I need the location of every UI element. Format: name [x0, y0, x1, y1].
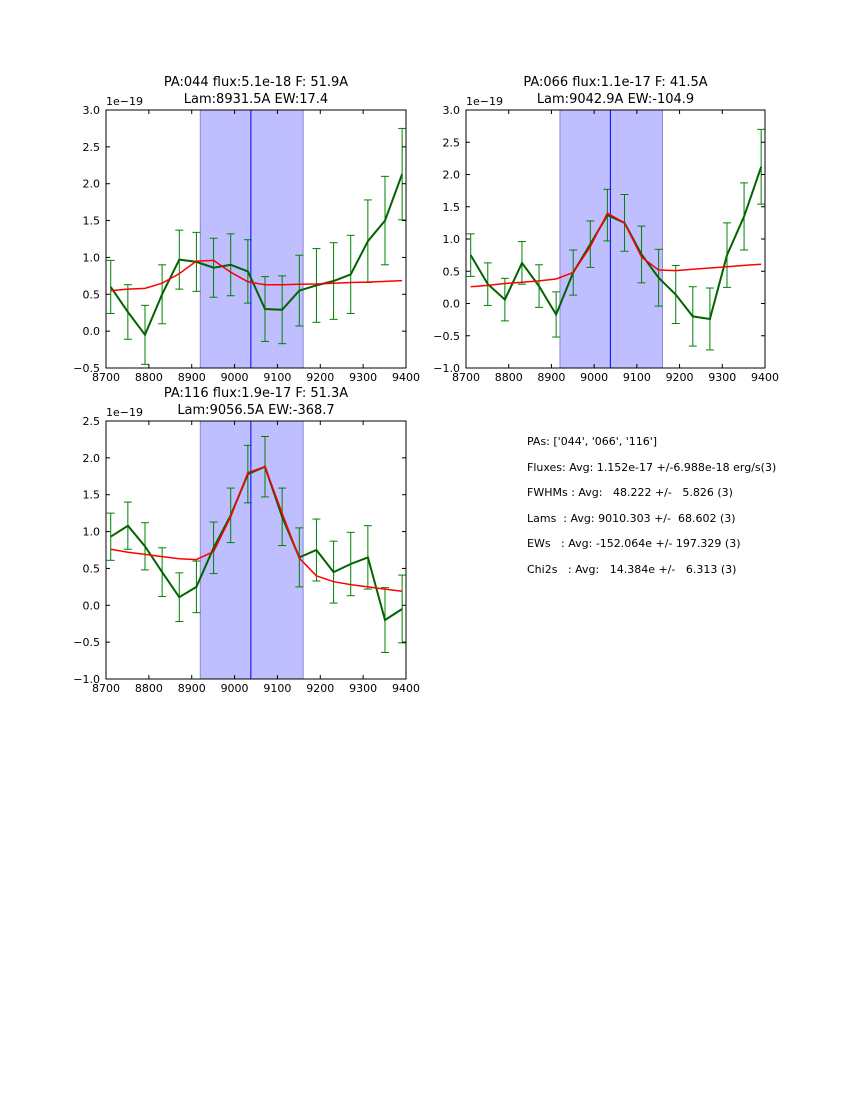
series-fit — [110, 465, 403, 593]
x-tick-label: 9400 — [392, 371, 420, 384]
stats-chi2s: Chi2s : Avg: 14.384e +/- 6.313 (3) — [527, 562, 737, 576]
series-fit — [110, 259, 403, 292]
x-tick-label: 9300 — [349, 371, 377, 384]
x-tick-label: 9200 — [306, 371, 334, 384]
y-tick-label: 2.0 — [83, 178, 101, 191]
y-tick-label: 2.5 — [83, 415, 101, 428]
x-tick-label: 8700 — [92, 371, 120, 384]
chart-title-line: PA:116 flux:1.9e-17 F: 51.3A — [164, 386, 348, 401]
chart-title-line: Lam:9056.5A EW:-368.7 — [177, 403, 334, 418]
x-tick-label: 8800 — [135, 371, 163, 384]
y-tick-label: 0.5 — [443, 265, 461, 278]
y-tick-label: 3.0 — [443, 104, 461, 117]
y-tick-label: 0.5 — [83, 288, 101, 301]
x-tick-label: 9100 — [263, 371, 291, 384]
y-tick-label: 2.0 — [443, 169, 461, 182]
y-tick-label: −0.5 — [433, 330, 460, 343]
axes-frame — [105, 420, 407, 680]
stats-panel: PAs: ['044', '066', '116'] Fluxes: Avg: … — [527, 435, 776, 588]
y-offset-label: 1e−19 — [466, 95, 503, 108]
error-bar — [106, 512, 115, 561]
x-tick-label: 9200 — [666, 371, 694, 384]
y-offset-label: 1e−19 — [106, 406, 143, 419]
stats-pas: PAs: ['044', '066', '116'] — [527, 435, 658, 448]
chart-title-line: Lam:9042.9A EW:-104.9 — [537, 92, 694, 107]
series-data — [109, 173, 404, 337]
chart-panel-1: 8700 8800 8900 9000 9100 9200 9300 9400 −0.5 0.0 0… — [73, 75, 420, 384]
y-tick-label: 0.5 — [83, 562, 101, 575]
wavelength-band — [199, 420, 304, 680]
stats-fluxes: Fluxes: Avg: 1.152e-17 +/-6.988e-18 erg/… — [527, 460, 777, 474]
wavelength-band — [199, 109, 304, 369]
series-fit — [470, 212, 762, 288]
y-tick-label: 1.5 — [443, 201, 461, 214]
x-tick-label: 9000 — [221, 371, 249, 384]
axes-frame — [105, 109, 407, 369]
stats-fwhms: FWHMs : Avg: 48.222 +/- 5.826 (3) — [527, 486, 733, 499]
y-tick-label: 0.0 — [443, 298, 461, 311]
chart-title-line: Lam:8931.5A EW:17.4 — [184, 92, 328, 107]
error-bar — [398, 574, 407, 644]
y-tick-label: 1.5 — [83, 489, 101, 502]
x-tick-label: 8900 — [537, 371, 565, 384]
error-bar — [757, 128, 766, 205]
y-tick-label: 0.0 — [83, 325, 101, 338]
chart-panel-2: 8700 8800 8900 9000 9100 9200 9300 9400 −1.0 −0.5… — [433, 75, 779, 384]
x-tick-label: 9300 — [708, 371, 736, 384]
x-tick-label: 9300 — [349, 682, 377, 695]
x-tick-label: 8900 — [178, 371, 206, 384]
y-tick-label: −0.5 — [73, 362, 100, 375]
y-tick-label: −1.0 — [73, 673, 100, 686]
y-tick-label: 2.5 — [443, 136, 461, 149]
x-tick-label: 8700 — [452, 371, 480, 384]
y-offset-label: 1e−19 — [106, 95, 143, 108]
y-tick-label: 1.0 — [83, 526, 101, 539]
stats-lams: Lams : Avg: 9010.303 +/- 68.602 (3) — [527, 511, 736, 525]
y-tick-label: 1.5 — [83, 215, 101, 228]
x-tick-label: 8800 — [135, 682, 163, 695]
y-tick-label: 1.0 — [83, 251, 101, 264]
x-tick-label: 9000 — [580, 371, 608, 384]
chart-title-line: PA:044 flux:5.1e-18 F: 51.9A — [164, 75, 348, 90]
y-tick-label: 1.0 — [443, 233, 461, 246]
wavelength-band — [559, 109, 663, 369]
x-tick-label: 8900 — [178, 682, 206, 695]
chart-panel-3: 8700 8800 8900 9000 9100 9200 9300 9400 −1.0 −0.5… — [73, 386, 420, 695]
y-tick-label: −1.0 — [433, 362, 460, 375]
x-tick-label: 9400 — [751, 371, 779, 384]
x-tick-label: 9000 — [221, 682, 249, 695]
y-tick-label: −0.5 — [73, 636, 100, 649]
y-tick-label: 2.0 — [83, 452, 101, 465]
x-tick-label: 8700 — [92, 682, 120, 695]
y-tick-label: 2.5 — [83, 141, 101, 154]
x-tick-label: 9400 — [392, 682, 420, 695]
y-tick-label: 3.0 — [83, 104, 101, 117]
stats-ews: EWs : Avg: -152.064e +/- 197.329 (3) — [527, 537, 741, 550]
series-data — [469, 166, 763, 321]
chart-title-line: PA:066 flux:1.1e-17 F: 41.5A — [523, 75, 707, 90]
x-tick-label: 8800 — [495, 371, 523, 384]
x-tick-label: 9100 — [623, 371, 651, 384]
x-tick-label: 9200 — [306, 682, 334, 695]
y-tick-label: 0.0 — [83, 599, 101, 612]
x-tick-label: 9100 — [263, 682, 291, 695]
